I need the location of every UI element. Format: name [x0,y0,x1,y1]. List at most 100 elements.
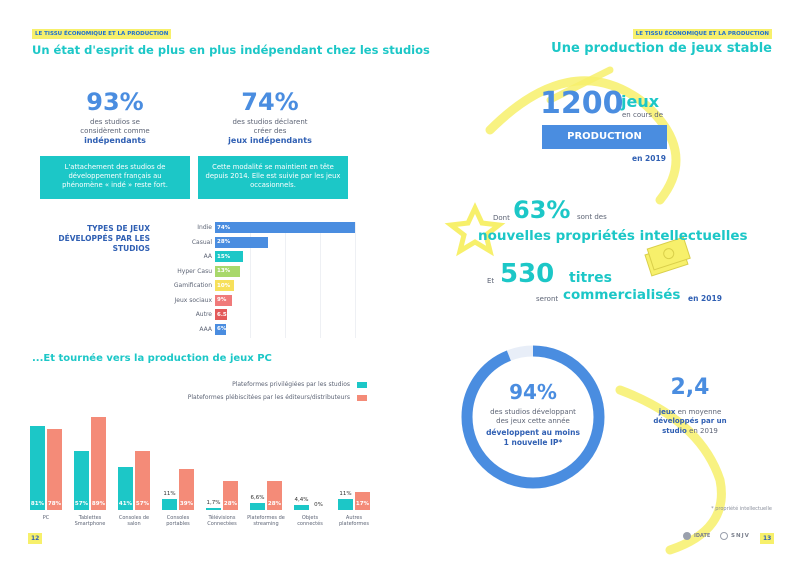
platform-bar-value: 17% [355,501,370,507]
platform-category-label: Consoles de salon [118,515,150,527]
platform-bar [135,450,150,510]
platform-bar [294,505,309,510]
stat-1200-sub: en cours de [622,111,664,119]
stat-74-box-line: depuis 2014. Elle est suivie par les jeu… [205,172,341,181]
platform-bar-value: 0% [314,502,323,508]
types-grid-line [250,222,251,338]
platform-bar-value: 89% [91,501,106,507]
snjv-logo-text: SNJV [731,533,750,539]
platform-bar [223,480,238,510]
donut-strong1: développent au moins [486,428,580,437]
avg-l2: en 2019 [689,426,718,435]
stat-93-value: 93% [86,88,144,116]
section-tag-right: LE TISSU ÉCONOMIQUE ET LA PRODUCTION [632,29,772,39]
stat-63-pre: Dont [493,214,510,222]
legend-studios-label: Plateformes privilégiées par les studios [232,381,350,388]
platform-chart: 81% 78% PC 57% 89% Tablettes Smartphone 41% 57%… [26,404,376,534]
stat-74-line1: des studios déclarent [232,118,308,126]
legend-editeurs-label: Plateformes plébiscitées par les éditeur… [187,394,350,401]
platform-category-label: Objets connectés [297,515,323,527]
types-chart-title: TYPES DE JEUX DÉVELOPPÉS PAR LES STUDIOS [40,224,150,254]
production-box: PRODUCTION [542,125,667,149]
types-bar [215,236,268,248]
page-number-left: 12 [28,533,43,544]
swirl-bottom [615,385,726,555]
types-bar [215,309,228,320]
stat-93-line2: considèrent comme [80,127,150,135]
donut-value: 94% [509,380,557,404]
stat-93-box-line: L'attachement des studios de [64,163,166,171]
platform-category-label: Plateformes de streaming [247,515,285,527]
types-bar-value: 9% [217,297,227,303]
types-bar-label: AAA [199,325,212,333]
types-bar-value: 13% [217,268,231,274]
platform-bar-value: 81% [30,501,45,507]
page-title-left: Un état d'esprit de plus en plus indépen… [32,43,430,57]
avg-strong2: développés par un [653,417,727,426]
platform-bar [355,492,370,510]
idate-logo-text: IDATE [694,533,711,539]
avg-l1: en moyenne [677,408,722,416]
types-bar-label: AA [203,253,212,260]
stat-63-number: 63% [513,196,571,224]
stat-63-big: nouvelles propriétés intellectuelles [478,228,748,244]
platform-bar [118,467,133,510]
swirl-top [485,76,681,205]
platform-category-label: Télévisions Connectées [207,515,237,527]
platform-bar-value: 41% [118,501,133,507]
platform-bar-value: 39% [179,501,194,507]
types-bar-value: 6% [217,326,227,332]
types-title-line: DÉVELOPPÉS PAR LES [58,234,150,244]
types-grid-line [320,222,321,338]
stat-74-value: 74% [241,88,299,116]
types-bar-value: 74% [217,224,231,231]
types-bar-label: Indie [197,224,212,231]
platform-category-label: Autres plateformes [338,515,369,527]
stat-93-box-line: développement français au [68,172,162,181]
platform-bar-value: 4,4% [294,497,309,504]
types-bar-label: Jeux sociaux [174,296,212,304]
platform-bar-value: 11% [163,490,176,497]
legend-studios-swatch [357,382,367,388]
types-bar-value: 6.5% [217,311,233,318]
section-tag-left: LE TISSU ÉCONOMIQUE ET LA PRODUCTION [32,29,172,39]
platform-bar-value: 6,6% [250,495,265,502]
donut-chart [461,345,605,489]
stat-93-line1: des studios se [90,118,140,126]
platform-bar [30,425,45,510]
legend-editeurs-swatch [357,395,367,401]
types-chart: Indie 74% Casual 28% AA 15% Hyper Casu 13% Gamif… [160,222,360,338]
avg-value: 2,4 [670,375,710,400]
platform-bar-value: 57% [135,501,150,507]
page-title-right: Une production de jeux stable [551,41,772,56]
platform-bar [267,480,282,510]
decorative-swirls [444,66,726,555]
stat-1200-number: 1200 [540,86,624,121]
types-title-line: TYPES DE JEUX [87,224,150,233]
types-bar [215,265,240,277]
platform-category-label: Tablettes Smartphone [74,515,106,527]
footnote: * propriété intellectuelle [711,506,772,512]
stat-93-strong: indépendants [84,136,146,145]
platform-category-label: PC [42,515,50,521]
section2-title: ...Et tournée vers la production de jeux… [32,353,272,364]
avg-strong3: studio [662,426,687,435]
platform-bar [250,503,265,510]
stat-74-box-line: Cette modalité se maintient en tête [212,163,334,171]
types-title-line: STUDIOS [112,244,150,254]
platform-bar-value: 11% [339,490,352,497]
avg-caption-line1: jeux en moyenne [630,408,750,417]
types-grid-line [355,222,356,338]
platform-bar [47,428,62,510]
money-icon [644,236,691,277]
platform-bar [338,498,353,510]
logo-snjv: SNJV [720,532,750,540]
stat-93-box: L'attachement des studios de développeme… [40,156,190,199]
platform-bar-value: 1,7% [206,500,221,507]
types-bar-label: Casual [191,238,212,246]
platform-bar [91,417,106,510]
types-bar [215,251,244,262]
donut-arc [461,345,605,489]
stat-74-line2: créer des [253,127,287,135]
